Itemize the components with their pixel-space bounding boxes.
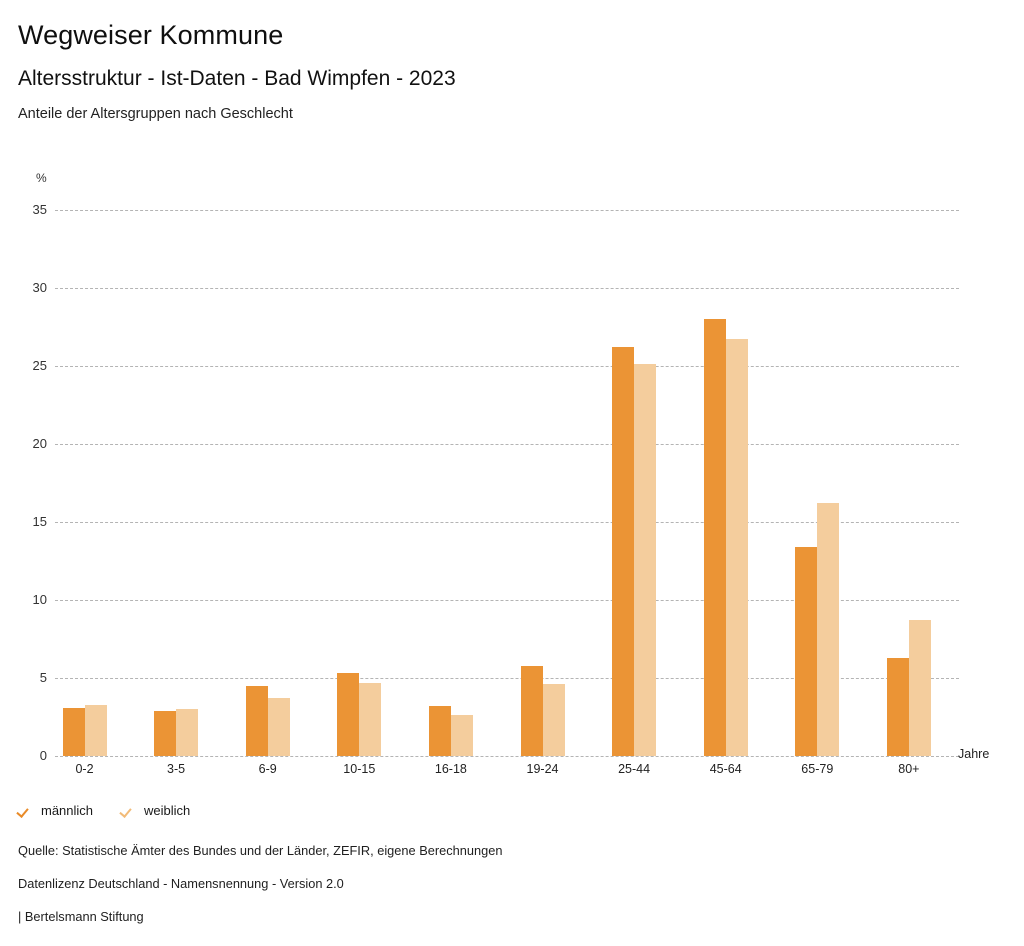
- chart-subtitle: Anteile der Altersgruppen nach Geschlech…: [18, 106, 293, 122]
- x-tick-label-80+: 80+: [898, 762, 920, 776]
- gridline-25: [55, 366, 959, 367]
- bar-80+-weiblich[interactable]: [908, 620, 931, 756]
- legend-item-männlich[interactable]: männlich: [18, 803, 93, 818]
- bar-25-44-männlich[interactable]: [612, 347, 635, 756]
- x-tick-label-6-9: 6-9: [258, 762, 277, 776]
- footer-line: Datenlizenz Deutschland - Namensnennung …: [18, 876, 344, 891]
- x-tick-label-0-2: 0-2: [75, 762, 94, 776]
- bar-65-79-männlich[interactable]: [795, 546, 818, 756]
- y-axis-ticks: 0 5 10 15 20 25 30 35: [0, 202, 47, 763]
- bar-25-44-weiblich[interactable]: [634, 364, 657, 756]
- bar-6-9-männlich[interactable]: [245, 685, 268, 756]
- bar-0-2-männlich[interactable]: [62, 707, 85, 756]
- x-tick-label-65-79: 65-79: [801, 762, 834, 776]
- chart-gridlines: [55, 210, 959, 757]
- y-tick-label: 25: [32, 358, 47, 373]
- bar-chart: % 0 5 10 15 20 25 30 35 0-2 3-5 6-9 10-15 16-18 19-2…: [0, 171, 990, 782]
- chart-title: Altersstruktur - Ist-Daten - Bad Wimpfen…: [18, 67, 456, 90]
- gridline-0: [55, 756, 959, 757]
- bar-45-64-männlich[interactable]: [703, 319, 726, 756]
- chart-bars: [55, 210, 959, 756]
- x-tick-label-45-64: 45-64: [709, 762, 742, 776]
- y-tick-label: 35: [32, 202, 47, 217]
- bar-16-18-weiblich[interactable]: [450, 715, 473, 756]
- gridline-5: [55, 678, 959, 679]
- bar-19-24-männlich[interactable]: [520, 665, 543, 756]
- gridline-20: [55, 444, 959, 445]
- bar-16-18-männlich[interactable]: [428, 706, 451, 756]
- y-tick-label: 20: [32, 436, 47, 451]
- gridline-30: [55, 288, 959, 289]
- x-axis-unit-label: Jahre: [958, 747, 990, 761]
- bar-65-79-weiblich[interactable]: [817, 503, 840, 756]
- legend-item-label: männlich: [41, 803, 94, 818]
- x-tick-label-3-5: 3-5: [167, 762, 186, 776]
- check-icon: [121, 804, 135, 818]
- page-title: Wegweiser Kommune: [18, 20, 284, 50]
- legend-item-weiblich[interactable]: weiblich: [121, 803, 190, 818]
- footer-notes: Quelle: Statistische Ämter des Bundes un…: [18, 843, 918, 942]
- bar-0-2-weiblich[interactable]: [84, 704, 107, 756]
- x-axis-ticks: 0-2 3-5 6-9 10-15 16-18 19-24 25-44 45-64 65-79 8…: [55, 762, 959, 782]
- footer-line: Quelle: Statistische Ämter des Bundes un…: [18, 843, 503, 858]
- bar-45-64-weiblich[interactable]: [725, 339, 748, 756]
- bar-10-15-männlich[interactable]: [337, 673, 360, 756]
- y-tick-label: 10: [32, 592, 47, 607]
- y-tick-label: 5: [39, 670, 47, 685]
- bar-3-5-weiblich[interactable]: [176, 709, 199, 756]
- x-tick-label-16-18: 16-18: [434, 762, 467, 776]
- bar-10-15-weiblich[interactable]: [359, 682, 382, 756]
- bar-80+-männlich[interactable]: [886, 657, 909, 756]
- y-tick-label: 15: [32, 514, 47, 529]
- y-tick-label: 30: [32, 280, 47, 295]
- chart-legend: männlich weiblich: [18, 803, 190, 818]
- footer-line: | Bertelsmann Stiftung: [18, 909, 144, 924]
- y-axis-unit-label: %: [36, 171, 47, 185]
- legend-item-label: weiblich: [144, 803, 191, 818]
- bar-6-9-weiblich[interactable]: [267, 698, 290, 756]
- check-icon: [18, 804, 32, 818]
- y-tick-label: 0: [39, 748, 47, 763]
- bar-3-5-männlich[interactable]: [154, 710, 177, 756]
- x-tick-label-25-44: 25-44: [618, 762, 651, 776]
- x-tick-label-10-15: 10-15: [343, 762, 376, 776]
- gridline-35: [55, 210, 959, 211]
- x-tick-label-19-24: 19-24: [526, 762, 559, 776]
- bar-19-24-weiblich[interactable]: [542, 684, 565, 756]
- gridline-10: [55, 600, 959, 601]
- gridline-15: [55, 522, 959, 523]
